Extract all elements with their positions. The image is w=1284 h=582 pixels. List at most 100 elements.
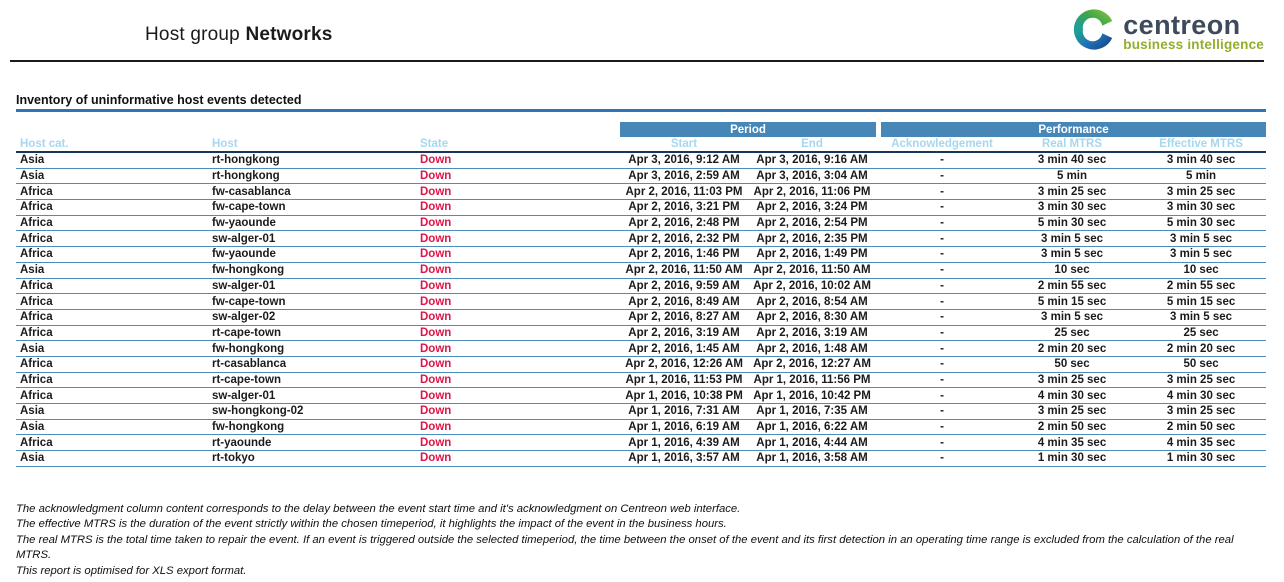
period-group-header: Period	[620, 122, 877, 137]
cell-host-cat: Africa	[16, 247, 208, 263]
cell-host-cat: Africa	[16, 184, 208, 201]
cell-effective-mtrs: 4 min 30 sec	[1136, 388, 1267, 404]
table-row: Africa fw-yaounde Down Apr 2, 2016, 2:48…	[16, 216, 1267, 232]
cell-acknowledgement: -	[876, 451, 1009, 467]
cell-real-mtrs: 3 min 5 sec	[1008, 310, 1137, 326]
cell-real-mtrs: 4 min 30 sec	[1008, 388, 1137, 404]
cell-real-mtrs: 2 min 20 sec	[1008, 341, 1137, 357]
col-header-acknowledgement: Acknowledgement	[876, 137, 1009, 153]
cell-start: Apr 3, 2016, 2:59 AM	[620, 169, 748, 185]
col-header-state: State	[416, 137, 620, 153]
cell-state: Down	[416, 153, 620, 169]
cell-state: Down	[416, 357, 620, 373]
events-table-body: Asia rt-hongkong Down Apr 3, 2016, 9:12 …	[16, 153, 1267, 467]
cell-real-mtrs: 3 min 40 sec	[1008, 153, 1137, 169]
cell-real-mtrs: 3 min 25 sec	[1008, 373, 1137, 389]
cell-acknowledgement: -	[876, 357, 1009, 373]
page-title: Host group Networks	[145, 24, 333, 46]
cell-state: Down	[416, 341, 620, 357]
cell-host-cat: Africa	[16, 231, 208, 248]
cell-end: Apr 2, 2016, 12:27 AM	[748, 357, 877, 373]
footnote: The effective MTRS is the duration of th…	[16, 518, 727, 531]
table-row: Africa fw-casablanca Down Apr 2, 2016, 1…	[16, 184, 1267, 201]
table-row: Africa sw-alger-01 Down Apr 1, 2016, 10:…	[16, 388, 1267, 404]
cell-host: fw-casablanca	[208, 184, 416, 201]
cell-real-mtrs: 5 min 30 sec	[1008, 216, 1137, 232]
table-row: Africa fw-cape-town Down Apr 2, 2016, 3:…	[16, 200, 1267, 216]
cell-acknowledgement: -	[876, 216, 1009, 232]
logo-text: centreon business intelligence	[1123, 12, 1264, 52]
cell-effective-mtrs: 3 min 25 sec	[1136, 184, 1267, 201]
cell-real-mtrs: 25 sec	[1008, 326, 1137, 342]
cell-end: Apr 3, 2016, 3:04 AM	[748, 169, 877, 185]
cell-host-cat: Africa	[16, 200, 208, 216]
cell-end: Apr 2, 2016, 8:30 AM	[748, 310, 877, 326]
cell-host-cat: Africa	[16, 435, 208, 452]
cell-host: sw-alger-02	[208, 310, 416, 326]
table-row: Africa rt-casablanca Down Apr 2, 2016, 1…	[16, 357, 1267, 373]
cell-host-cat: Asia	[16, 404, 208, 420]
cell-state: Down	[416, 216, 620, 232]
cell-end: Apr 2, 2016, 10:02 AM	[748, 279, 877, 295]
cell-end: Apr 1, 2016, 11:56 PM	[748, 373, 877, 389]
cell-acknowledgement: -	[876, 200, 1009, 216]
cell-real-mtrs: 2 min 55 sec	[1008, 279, 1137, 295]
brand-name: centreon	[1123, 10, 1241, 40]
cell-start: Apr 1, 2016, 10:38 PM	[620, 388, 748, 404]
cell-host-cat: Africa	[16, 326, 208, 342]
cell-effective-mtrs: 5 min	[1136, 169, 1267, 185]
group-header-spacer	[16, 122, 620, 137]
cell-effective-mtrs: 5 min 30 sec	[1136, 216, 1267, 232]
cell-host: sw-alger-01	[208, 279, 416, 295]
table-row: Africa rt-yaounde Down Apr 1, 2016, 4:39…	[16, 435, 1267, 452]
page-title-name: Networks	[245, 24, 333, 45]
cell-acknowledgement: -	[876, 294, 1009, 310]
brand-tagline: business intelligence	[1123, 37, 1264, 52]
cell-start: Apr 1, 2016, 7:31 AM	[620, 404, 748, 420]
cell-host: sw-alger-01	[208, 388, 416, 404]
cell-effective-mtrs: 3 min 30 sec	[1136, 200, 1267, 216]
cell-state: Down	[416, 310, 620, 326]
cell-host-cat: Africa	[16, 216, 208, 232]
centreon-logo: centreon business intelligence	[1072, 9, 1264, 55]
cell-end: Apr 2, 2016, 2:54 PM	[748, 216, 877, 232]
table-row: Africa fw-yaounde Down Apr 2, 2016, 1:46…	[16, 247, 1267, 263]
cell-start: Apr 2, 2016, 11:50 AM	[620, 263, 748, 279]
table-row: Asia fw-hongkong Down Apr 2, 2016, 1:45 …	[16, 341, 1267, 357]
cell-acknowledgement: -	[876, 420, 1009, 436]
table-row: Africa sw-alger-02 Down Apr 2, 2016, 8:2…	[16, 310, 1267, 326]
cell-state: Down	[416, 404, 620, 420]
cell-start: Apr 1, 2016, 3:57 AM	[620, 451, 748, 467]
cell-end: Apr 1, 2016, 3:58 AM	[748, 451, 877, 467]
cell-acknowledgement: -	[876, 184, 1009, 201]
cell-host: rt-cape-town	[208, 373, 416, 389]
cell-host-cat: Africa	[16, 294, 208, 310]
cell-real-mtrs: 3 min 25 sec	[1008, 404, 1137, 420]
cell-host: rt-yaounde	[208, 435, 416, 452]
cell-real-mtrs: 1 min 30 sec	[1008, 451, 1137, 467]
table-row: Africa fw-cape-town Down Apr 2, 2016, 8:…	[16, 294, 1267, 310]
cell-effective-mtrs: 4 min 35 sec	[1136, 435, 1267, 452]
cell-real-mtrs: 50 sec	[1008, 357, 1137, 373]
cell-end: Apr 1, 2016, 10:42 PM	[748, 388, 877, 404]
cell-acknowledgement: -	[876, 231, 1009, 248]
cell-state: Down	[416, 184, 620, 201]
table-row: Asia sw-hongkong-02 Down Apr 1, 2016, 7:…	[16, 404, 1267, 420]
cell-acknowledgement: -	[876, 153, 1009, 169]
cell-start: Apr 2, 2016, 2:32 PM	[620, 231, 748, 248]
cell-start: Apr 2, 2016, 8:27 AM	[620, 310, 748, 326]
cell-start: Apr 1, 2016, 11:53 PM	[620, 373, 748, 389]
cell-host: rt-hongkong	[208, 153, 416, 169]
cell-effective-mtrs: 10 sec	[1136, 263, 1267, 279]
cell-end: Apr 1, 2016, 4:44 AM	[748, 435, 877, 452]
cell-acknowledgement: -	[876, 388, 1009, 404]
cell-acknowledgement: -	[876, 341, 1009, 357]
cell-effective-mtrs: 1 min 30 sec	[1136, 451, 1267, 467]
cell-state: Down	[416, 263, 620, 279]
cell-host: sw-alger-01	[208, 231, 416, 248]
cell-end: Apr 1, 2016, 6:22 AM	[748, 420, 877, 436]
header-divider	[10, 60, 1264, 62]
cell-start: Apr 1, 2016, 6:19 AM	[620, 420, 748, 436]
cell-start: Apr 3, 2016, 9:12 AM	[620, 153, 748, 169]
cell-end: Apr 2, 2016, 1:49 PM	[748, 247, 877, 263]
